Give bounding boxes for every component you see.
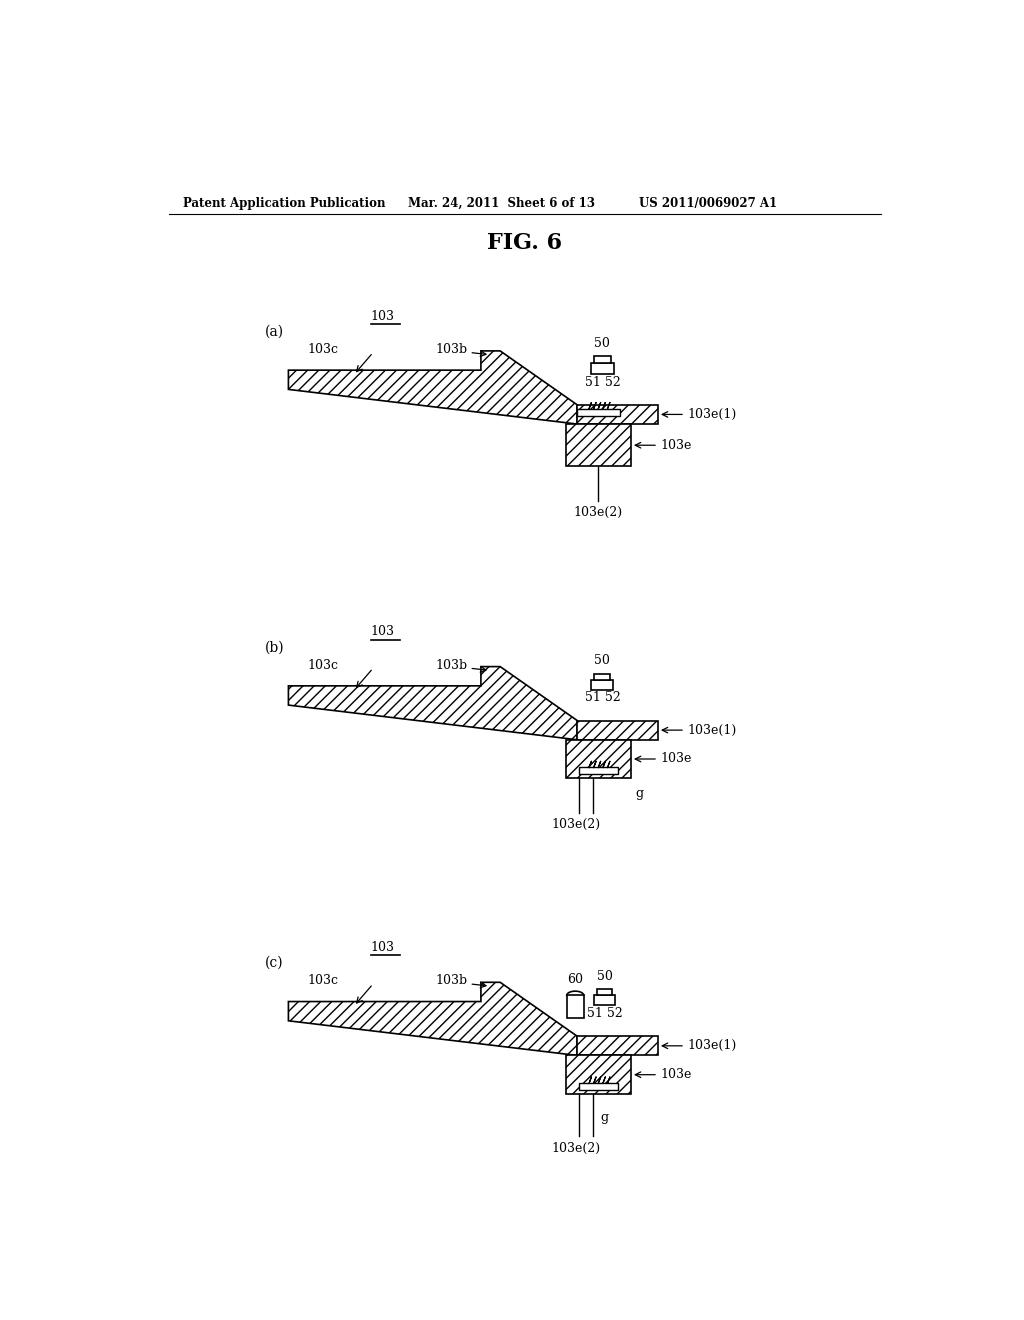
Text: 103e(2): 103e(2) — [551, 1142, 600, 1155]
Text: 103b: 103b — [435, 343, 468, 356]
Text: (b): (b) — [265, 640, 285, 655]
Text: (c): (c) — [265, 956, 284, 970]
Text: 103e: 103e — [660, 1068, 691, 1081]
Polygon shape — [565, 1056, 631, 1094]
Text: 103e(2): 103e(2) — [573, 507, 623, 520]
Text: 103b: 103b — [435, 659, 468, 672]
Text: g: g — [635, 787, 643, 800]
Polygon shape — [289, 667, 578, 739]
Polygon shape — [565, 739, 631, 779]
Bar — [591, 363, 613, 374]
Text: 51: 51 — [585, 692, 601, 705]
Bar — [580, 767, 617, 775]
Bar — [566, 995, 584, 1019]
Text: 52: 52 — [605, 376, 621, 388]
Bar — [594, 356, 610, 363]
Bar — [597, 989, 612, 995]
Text: 51: 51 — [588, 1007, 603, 1020]
Polygon shape — [578, 405, 658, 424]
Bar — [594, 995, 615, 1006]
Text: Patent Application Publication: Patent Application Publication — [183, 197, 385, 210]
Bar — [592, 680, 613, 689]
Polygon shape — [289, 982, 578, 1056]
Text: 103e(1): 103e(1) — [687, 1039, 736, 1052]
Polygon shape — [289, 351, 578, 424]
Text: g: g — [600, 1110, 608, 1123]
Text: 103e(1): 103e(1) — [687, 723, 736, 737]
Text: 103e: 103e — [660, 438, 691, 451]
Text: 103c: 103c — [307, 343, 339, 356]
Text: FIG. 6: FIG. 6 — [487, 232, 562, 255]
Polygon shape — [565, 424, 631, 466]
Polygon shape — [578, 1036, 658, 1056]
Text: 52: 52 — [607, 1007, 624, 1020]
Text: 103: 103 — [371, 310, 395, 323]
Text: (a): (a) — [265, 325, 285, 339]
Text: US 2011/0069027 A1: US 2011/0069027 A1 — [639, 197, 777, 210]
Bar — [595, 673, 610, 680]
Polygon shape — [578, 721, 658, 739]
Text: 51: 51 — [585, 376, 601, 388]
Bar — [580, 1084, 617, 1090]
Bar — [578, 409, 620, 416]
Text: 60: 60 — [567, 973, 584, 986]
Text: 103e: 103e — [660, 752, 691, 766]
Text: 52: 52 — [605, 692, 621, 705]
Text: 103c: 103c — [307, 974, 339, 987]
Text: 103b: 103b — [435, 974, 468, 987]
Text: 103: 103 — [371, 941, 395, 954]
Text: 103c: 103c — [307, 659, 339, 672]
Text: 103e(2): 103e(2) — [551, 818, 600, 832]
Text: Mar. 24, 2011  Sheet 6 of 13: Mar. 24, 2011 Sheet 6 of 13 — [408, 197, 595, 210]
Text: 50: 50 — [594, 655, 610, 668]
Text: 50: 50 — [597, 970, 612, 983]
Text: 103e(1): 103e(1) — [687, 408, 736, 421]
Text: 103: 103 — [371, 626, 395, 639]
Text: 50: 50 — [594, 337, 610, 350]
